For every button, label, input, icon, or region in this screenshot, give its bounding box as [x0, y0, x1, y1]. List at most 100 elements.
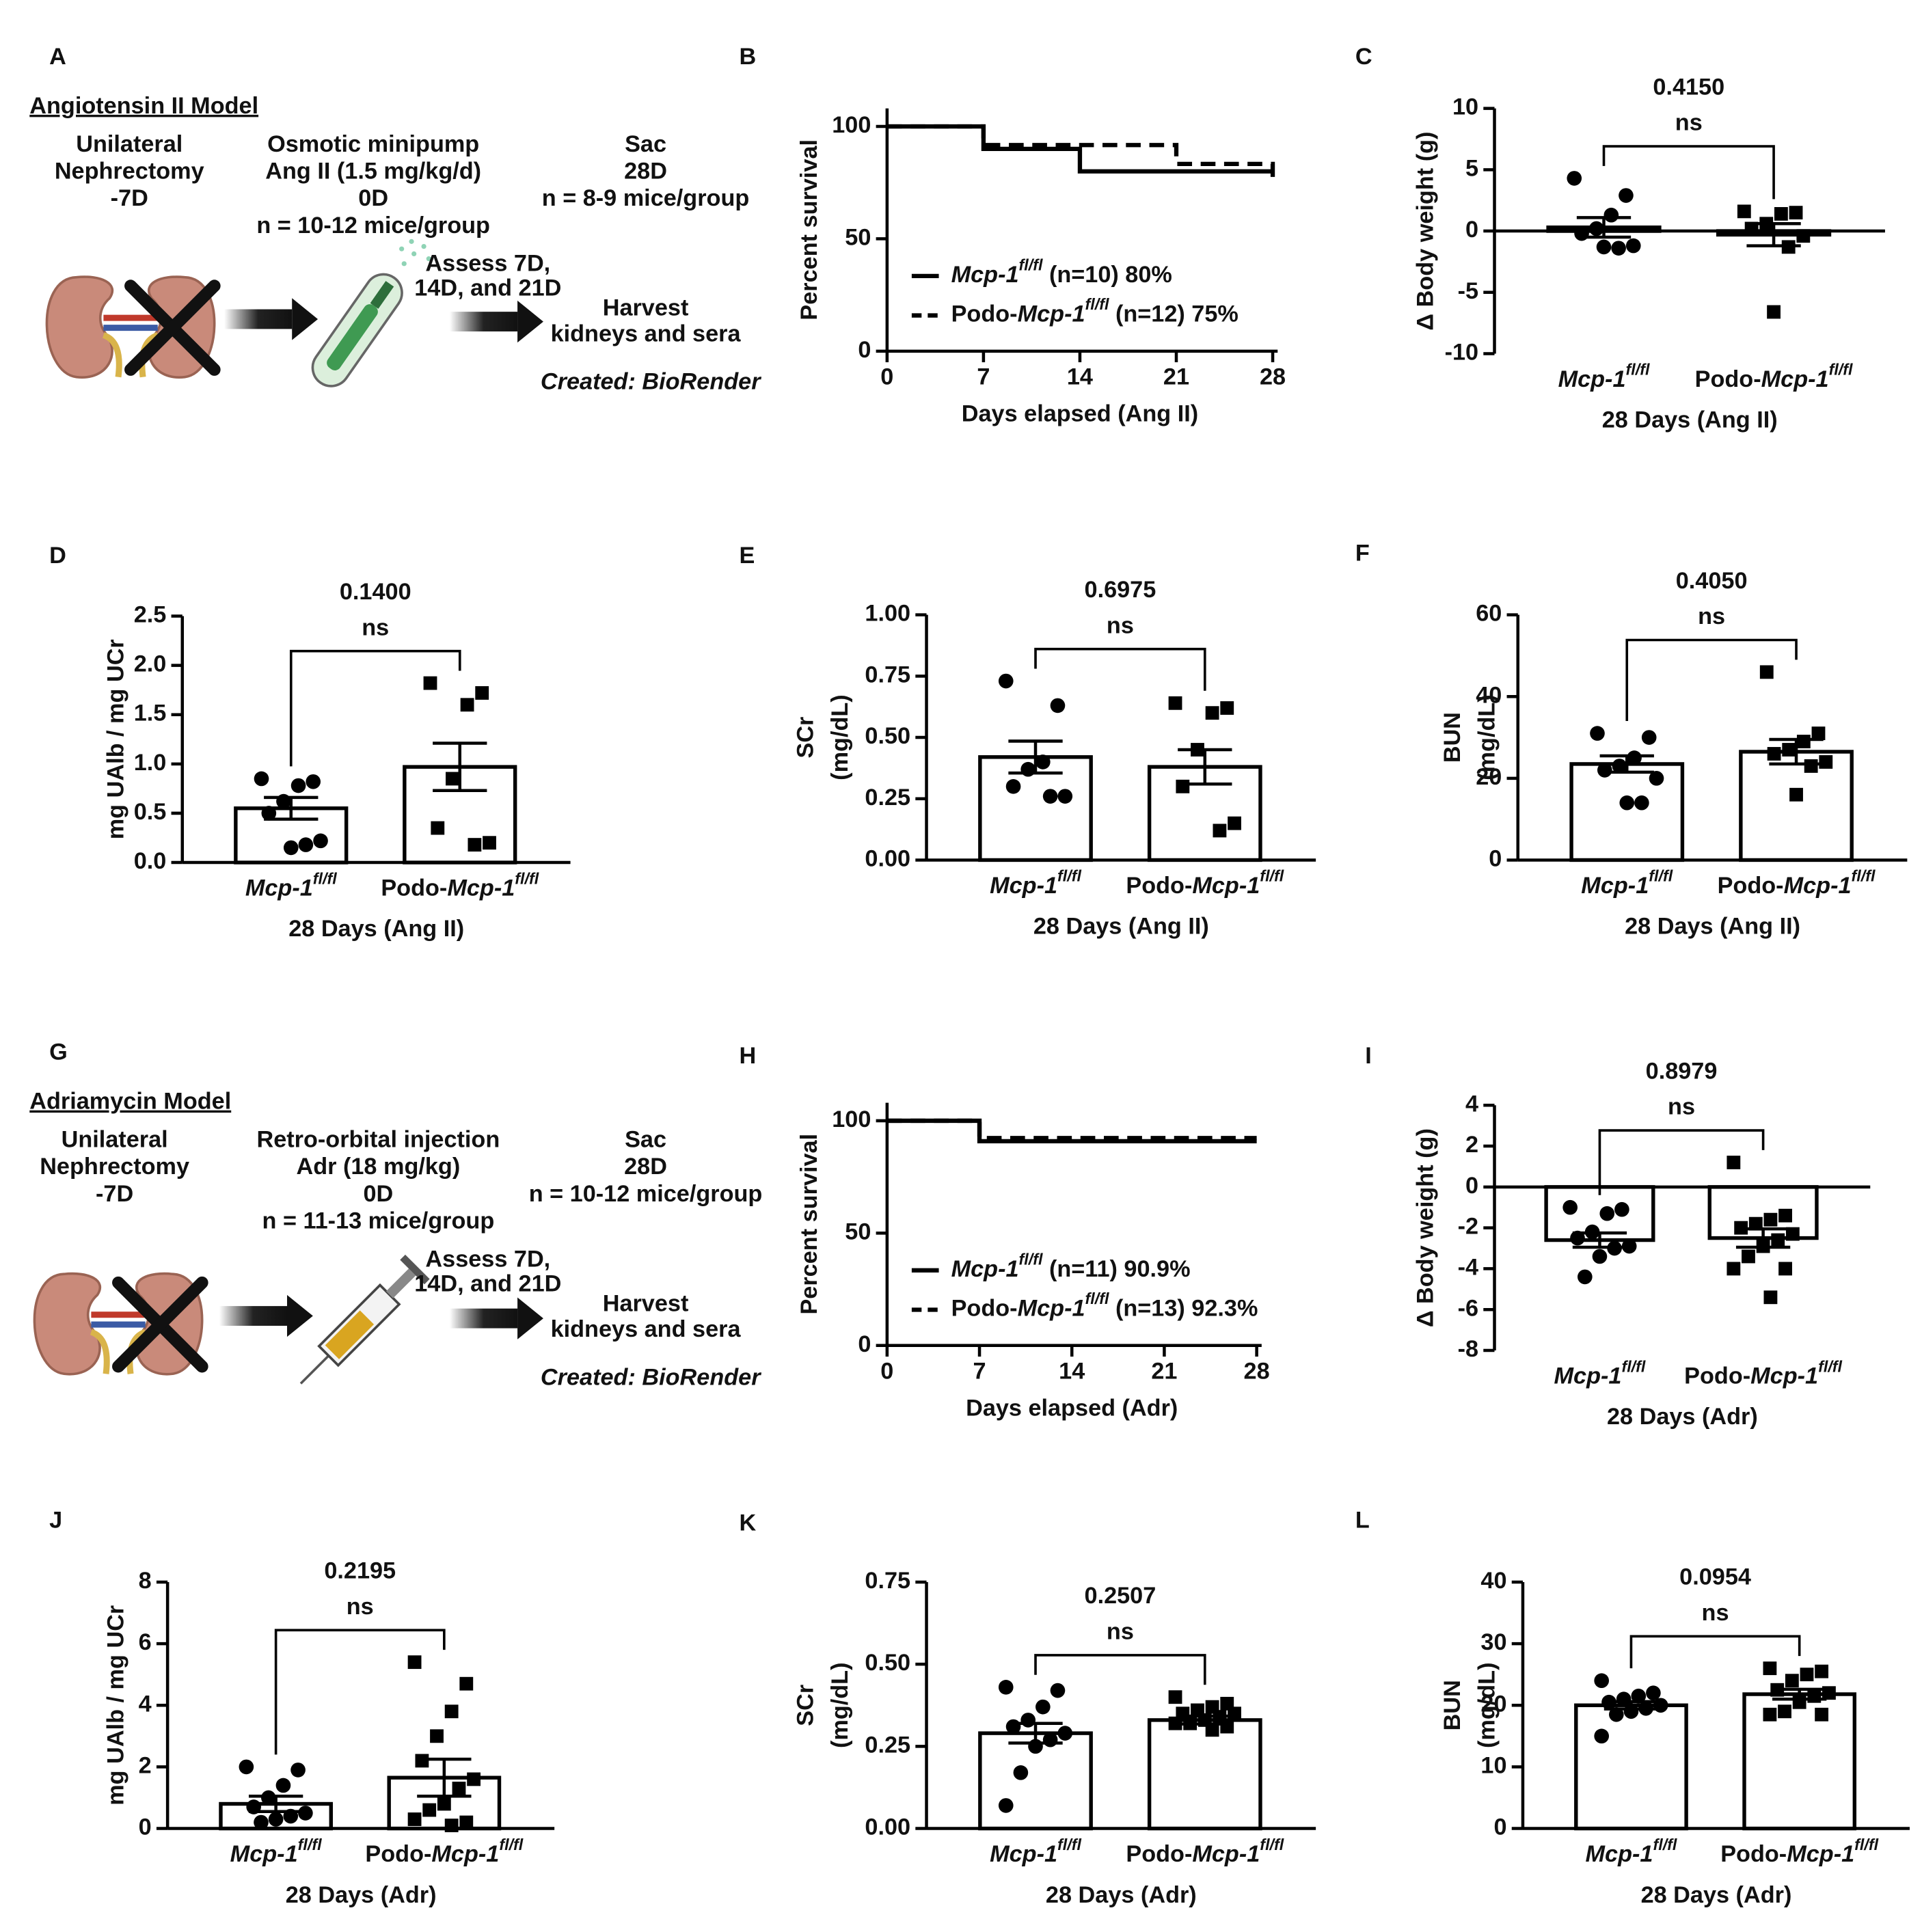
y-tick-label: 1.0 [134, 750, 167, 776]
x-axis-label: 28 Days (Ang II) [288, 916, 464, 942]
survival-curve [886, 1118, 1257, 1141]
data-point [1792, 1695, 1806, 1709]
data-point [1050, 1683, 1066, 1698]
data-point [1616, 1691, 1632, 1707]
legend-label-part: (n=12) 75% [1109, 301, 1238, 327]
data-point [1028, 1739, 1043, 1754]
data-point [1737, 204, 1751, 219]
data-point [1649, 771, 1664, 786]
p-value: 0.6975 [1085, 577, 1156, 603]
data-point [1800, 1668, 1814, 1682]
x-tick-label-part: fl/fl [515, 869, 539, 887]
data-point [1646, 1685, 1661, 1701]
legend-label: Mcp-1fl/fl (n=10) 80% [951, 256, 1172, 288]
x-tick-label-part: Mcp-1 [1558, 366, 1626, 392]
data-point [1774, 207, 1788, 221]
model-title: Adriamycin Model [29, 1089, 231, 1115]
y-tick-label: 0.50 [865, 1650, 910, 1676]
step-detail: n = 10-12 mice/group [256, 213, 490, 239]
y-tick-label: 0.50 [865, 723, 910, 749]
panel-label: L [1355, 1508, 1370, 1534]
bar [1742, 1692, 1857, 1831]
y-tick-label: 20 [1476, 764, 1502, 790]
data-point [1782, 743, 1796, 757]
y-tick-label: 2.0 [134, 651, 167, 677]
data-point [254, 771, 269, 787]
y-tick-label: 100 [832, 1106, 871, 1132]
data-point [423, 676, 437, 690]
y-tick-label: 30 [1480, 1629, 1506, 1655]
y-tick-label: 0.00 [865, 845, 910, 871]
data-point [1607, 1240, 1622, 1256]
kidney-icon [34, 1274, 202, 1374]
data-point [460, 698, 474, 712]
data-point [1574, 226, 1589, 241]
x-tick-label: 28 [1244, 1359, 1270, 1385]
bar [1574, 1703, 1688, 1831]
step-heading: Unilateral [76, 131, 182, 157]
data-point [1050, 698, 1066, 713]
data-point [467, 1772, 481, 1786]
x-tick-label-part: Podo- [1126, 873, 1192, 899]
y-tick-label: 60 [1476, 601, 1502, 627]
legend-label-part: Podo- [951, 301, 1018, 327]
data-point [1213, 824, 1227, 838]
p-value: 0.4050 [1676, 568, 1748, 594]
y-tick-label: 0 [139, 1814, 152, 1840]
significance-bracket [1602, 145, 1775, 200]
error-bar [1008, 739, 1063, 775]
y-tick-label: 2 [139, 1752, 152, 1778]
x-tick-label: 0 [880, 1359, 893, 1385]
data-point [290, 1763, 306, 1778]
step-heading: Osmotic minipump [267, 131, 479, 157]
legend-label: Podo-Mcp-1fl/fl (n=12) 75% [951, 295, 1239, 327]
step-detail: 28D [624, 1154, 667, 1180]
data-point [1036, 754, 1051, 770]
data-point [1168, 1690, 1182, 1704]
data-point [1611, 241, 1626, 256]
data-point [1623, 1704, 1639, 1719]
data-point [1168, 696, 1182, 710]
x-tick-label-part: Podo- [381, 875, 447, 901]
x-tick-label: 21 [1163, 364, 1189, 390]
data-point [1781, 240, 1796, 254]
x-tick-label-part: Podo- [1720, 1841, 1787, 1867]
x-tick-label: Mcp-1fl/fl [1581, 867, 1673, 899]
y-tick-label: -6 [1458, 1295, 1478, 1321]
y-tick-label: -4 [1458, 1254, 1478, 1280]
data-point [1625, 238, 1641, 254]
y-axis-label: SCr [793, 717, 819, 759]
x-tick-label: 28 [1260, 364, 1286, 390]
x-tick-label: 7 [977, 364, 990, 390]
data-point [1042, 1732, 1058, 1747]
bar [1147, 1718, 1262, 1831]
data-point [444, 1704, 459, 1719]
y-tick-label: 2.5 [134, 602, 167, 628]
data-point [1614, 1201, 1629, 1217]
data-point [998, 1798, 1014, 1813]
y-tick-label: 4 [1465, 1091, 1478, 1117]
y-tick-label: 0 [1493, 1814, 1506, 1840]
step-detail: 0D [358, 185, 388, 211]
significance-bracket [1034, 1654, 1206, 1685]
p-value: 0.8979 [1646, 1058, 1718, 1084]
y-axis-label: BUN [1439, 1680, 1465, 1730]
x-tick-label-part: fl/fl [1260, 1836, 1284, 1853]
step-heading: Nephrectomy [40, 1154, 189, 1180]
data-point [452, 1782, 466, 1795]
data-point [1594, 1728, 1610, 1744]
data-point [1005, 1719, 1021, 1734]
significance-label: ns [1698, 603, 1725, 629]
data-point [1567, 171, 1582, 186]
x-tick-label-part: Mcp-1 [1581, 873, 1649, 899]
x-tick-label: Podo-Mcp-1fl/fl [1126, 1836, 1284, 1867]
y-tick-label: 0 [1465, 217, 1478, 243]
y-axis-label: SCr [793, 1685, 819, 1726]
data-point [1822, 1686, 1836, 1700]
significance-label: ns [1702, 1600, 1729, 1626]
significance-bracket [1625, 638, 1798, 722]
data-point [468, 838, 482, 852]
y-tick-label: 1.5 [134, 700, 167, 726]
data-point [1057, 1726, 1073, 1741]
credit: Created: BioRender [541, 369, 761, 395]
